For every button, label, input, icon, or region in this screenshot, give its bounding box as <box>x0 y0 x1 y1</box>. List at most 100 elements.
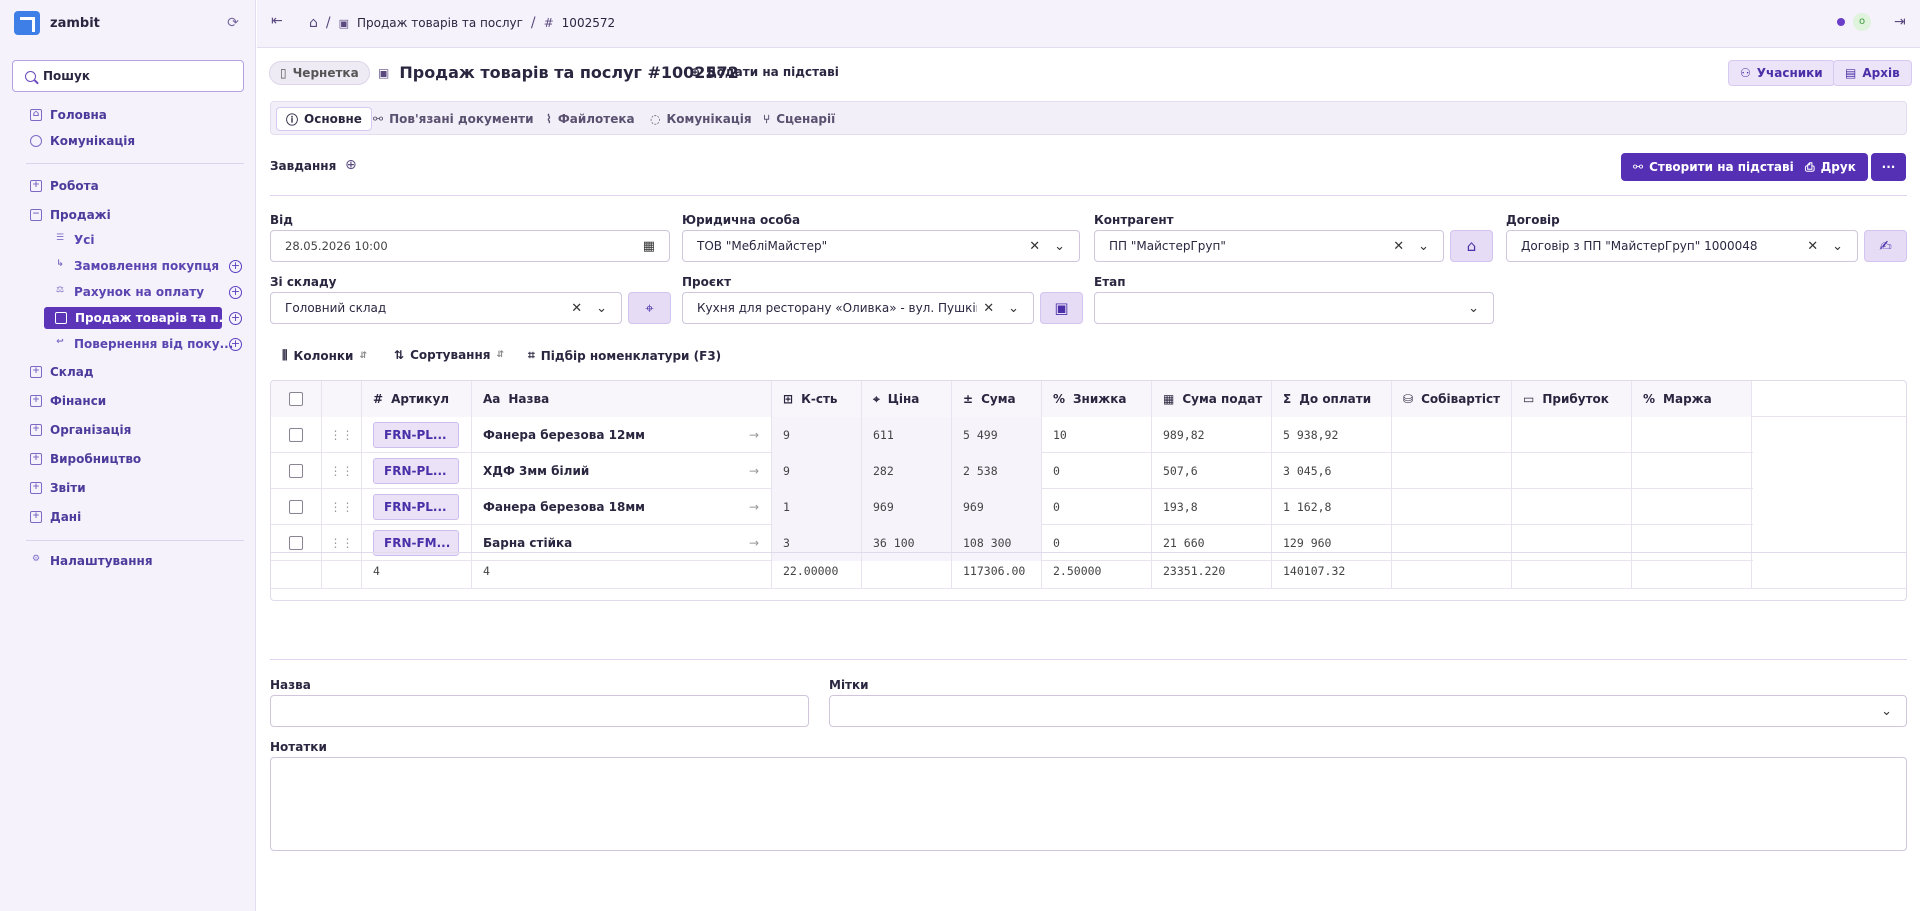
add-customer-order-button[interactable]: + <box>229 259 242 273</box>
row-checkbox[interactable] <box>289 536 303 550</box>
chevron-down-icon[interactable]: ⌄ <box>596 300 607 316</box>
logout-icon[interactable]: ⇥ <box>1894 14 1906 30</box>
col-margin[interactable]: % Маржа <box>1632 381 1752 417</box>
search-input[interactable]: Пошук <box>12 60 244 92</box>
clear-icon[interactable]: ✕ <box>571 300 583 316</box>
col-discount[interactable]: % Знижка <box>1042 381 1152 417</box>
tab-files[interactable]: ⌇ Файлотека <box>537 107 644 131</box>
chevron-down-icon[interactable]: ⌄ <box>1468 300 1479 316</box>
sku-chip[interactable]: FRN-PL... <box>373 494 459 520</box>
tags-select[interactable]: ⌄ <box>829 695 1907 727</box>
table-row[interactable]: ⋮⋮ FRN-PL... Фанера березова 18мм → 1 969 969 0… <box>271 489 1753 525</box>
avatar[interactable]: o <box>1853 13 1871 31</box>
nav-work[interactable]: + Робота <box>30 176 99 196</box>
nav-settings[interactable]: ⚙ Налаштування <box>30 551 153 571</box>
nav-return[interactable]: ↩ Повернення від поку... <box>54 334 233 354</box>
add-task-icon[interactable]: ⊕ <box>345 157 357 173</box>
chevron-down-icon[interactable]: ⌄ <box>1054 238 1065 254</box>
tab-communication[interactable]: ◌ Комунікація <box>641 107 761 131</box>
chevron-down-icon[interactable]: ⌄ <box>1881 703 1892 719</box>
row-checkbox[interactable] <box>289 464 303 478</box>
columns-button[interactable]: ⫼ Колонки ⇵ <box>282 348 367 363</box>
nav-finance[interactable]: + Фінанси <box>30 391 106 411</box>
signature-icon[interactable]: ✍ <box>1864 230 1907 262</box>
location-icon[interactable]: ⌖ <box>628 292 671 324</box>
row-checkbox[interactable] <box>289 500 303 514</box>
entity-select[interactable]: ТОВ "МебліМайстер" ✕ ⌄ <box>682 230 1080 262</box>
project-select[interactable]: Кухня для ресторану «Оливка» - вул. Пушк… <box>682 292 1034 324</box>
clear-icon[interactable]: ✕ <box>983 300 995 316</box>
chevron-down-icon[interactable]: ⌄ <box>1418 238 1429 254</box>
drag-handle-icon[interactable]: ⋮⋮ <box>322 453 362 489</box>
chevron-down-icon[interactable]: ⌄ <box>1832 238 1843 254</box>
contract-select[interactable]: Договір з ПП "МайстерГруп" 1000048 ✕ ⌄ <box>1506 230 1858 262</box>
sku-chip[interactable]: FRN-PL... <box>373 458 459 484</box>
nav-communication[interactable]: Комунікація <box>30 131 135 151</box>
warehouse-select[interactable]: Головний склад ✕ ⌄ <box>270 292 622 324</box>
briefcase-icon[interactable]: ▣ <box>1040 292 1083 324</box>
drag-handle-icon[interactable]: ⋮⋮ <box>322 489 362 525</box>
sorting-button[interactable]: ⇅ Сортування ⇵ <box>394 348 504 362</box>
drag-handle-icon[interactable]: ⋮⋮ <box>322 417 362 453</box>
col-tax[interactable]: ▦ Сума подат <box>1152 381 1272 417</box>
sku-chip[interactable]: FRN-PL... <box>373 422 459 448</box>
col-profit[interactable]: ▭ Прибуток <box>1512 381 1632 417</box>
refresh-icon[interactable]: ⟳ <box>227 15 239 31</box>
nav-data[interactable]: + Дані <box>30 507 81 527</box>
calendar-icon[interactable]: ▦ <box>642 238 655 254</box>
participants-button[interactable]: ⚇ Учасники <box>1728 60 1835 86</box>
app-logo[interactable]: zambit <box>14 11 100 35</box>
collapse-sidebar-icon[interactable]: ⇤ <box>271 13 283 29</box>
nav-home[interactable]: ⌂ Головна <box>30 105 107 125</box>
nav-warehouse[interactable]: + Склад <box>30 362 94 382</box>
col-sku[interactable]: # Артикул <box>362 381 472 417</box>
nav-sales[interactable]: − Продажі <box>30 205 111 225</box>
col-qty[interactable]: ⊞ К-сть <box>772 381 862 417</box>
clear-icon[interactable]: ✕ <box>1393 238 1405 254</box>
nav-sales-all[interactable]: ☰ Усі <box>54 230 95 250</box>
open-arrow-icon[interactable]: → <box>748 500 759 514</box>
date-field[interactable]: 28.05.2026 10:00 ▦ <box>270 230 670 262</box>
more-button[interactable]: ··· <box>1871 153 1906 181</box>
nav-customer-order[interactable]: ↳ Замовлення покупця <box>54 256 219 276</box>
stage-select[interactable]: ⌄ <box>1094 292 1494 324</box>
tab-scenarios[interactable]: ⑂ Сценарії <box>754 107 844 131</box>
col-cost[interactable]: ⛁ Собівартіст <box>1392 381 1512 417</box>
clear-icon[interactable]: ✕ <box>1029 238 1041 254</box>
col-price[interactable]: ⌖ Ціна <box>862 381 952 417</box>
building-icon[interactable]: ⌂ <box>1450 230 1493 262</box>
print-button[interactable]: ⎙ Друк <box>1793 153 1868 181</box>
create-on-basis-button[interactable]: ⚯ Створити на підставі <box>1621 153 1806 181</box>
sku-chip[interactable]: FRN-FM... <box>373 530 459 556</box>
nav-production[interactable]: + Виробництво <box>30 449 141 469</box>
open-arrow-icon[interactable]: → <box>748 536 759 550</box>
nav-invoice[interactable]: ⚖ Рахунок на оплату <box>54 282 204 302</box>
clear-icon[interactable]: ✕ <box>1807 238 1819 254</box>
open-arrow-icon[interactable]: → <box>748 464 759 478</box>
notes-textarea[interactable] <box>270 757 1907 851</box>
pick-nomenclature-button[interactable]: ⌗ Підбір номенклатури (F3) <box>528 348 721 363</box>
chevron-down-icon[interactable]: ⌄ <box>1008 300 1019 316</box>
add-return-button[interactable]: + <box>229 337 242 351</box>
tab-main[interactable]: ⓘ Основне <box>276 107 372 131</box>
counterparty-select[interactable]: ПП "МайстерГруп" ✕ ⌄ <box>1094 230 1444 262</box>
nav-reports[interactable]: + Звіти <box>30 478 86 498</box>
select-all-checkbox[interactable] <box>289 392 303 406</box>
table-row[interactable]: ⋮⋮ FRN-PL... ХДФ 3мм білий → 9 282 2 538 0 507,6… <box>271 453 1753 489</box>
nav-organization[interactable]: + Організація <box>30 420 131 440</box>
open-arrow-icon[interactable]: → <box>748 428 759 442</box>
drag-handle-icon[interactable]: ⋮⋮ <box>322 525 362 561</box>
col-sum[interactable]: ± Сума <box>952 381 1042 417</box>
table-row[interactable]: ⋮⋮ FRN-FM... Барна стійка → 3 36 100 108 300 0 2… <box>271 525 1753 561</box>
add-sales-goods-button[interactable]: + <box>229 311 242 325</box>
add-on-basis-button[interactable]: ⊕ Додати на підставі <box>690 65 839 79</box>
col-name[interactable]: Aa Назва <box>472 381 772 417</box>
tab-related-docs[interactable]: ⚯ Пов'язані документи <box>364 107 542 131</box>
archive-button[interactable]: ▤ Архів <box>1833 60 1912 86</box>
name-input[interactable] <box>270 695 809 727</box>
breadcrumb-doc[interactable]: Продаж товарів та послуг <box>357 16 523 30</box>
add-invoice-button[interactable]: + <box>229 285 242 299</box>
home-icon[interactable]: ⌂ <box>309 15 318 31</box>
nav-sales-goods-active[interactable]: Продаж товарів та п... <box>44 307 222 329</box>
row-checkbox[interactable] <box>289 428 303 442</box>
